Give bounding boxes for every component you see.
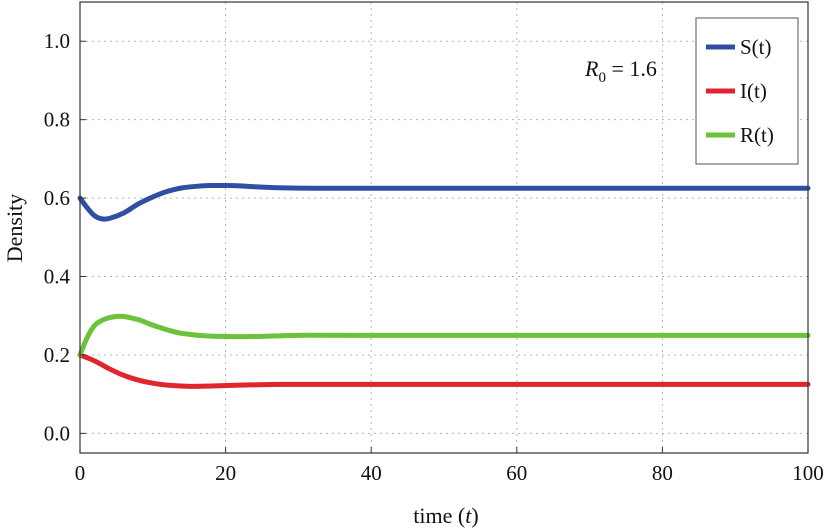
x-tick-label: 0	[75, 461, 86, 485]
series-layer	[77, 182, 811, 389]
x-tick-label: 20	[215, 461, 236, 485]
x-tick-label: 80	[652, 461, 673, 485]
y-tick-label: 0.4	[44, 265, 71, 289]
legend-label-s: S(t)	[740, 35, 772, 59]
y-tick-label: 1.0	[44, 29, 70, 53]
grid-layer	[80, 2, 808, 453]
r0-subscript: 0	[598, 70, 606, 86]
series-s-line	[77, 182, 811, 222]
y-tick-label: 0.6	[44, 186, 70, 210]
x-axis-label: time (t)	[413, 503, 478, 528]
x-axis-label-var: t	[465, 503, 472, 528]
r0-symbol: R	[584, 56, 599, 81]
y-axis-label: Density	[2, 194, 27, 262]
plot-frame	[79, 1, 809, 454]
series-i-line	[77, 352, 811, 389]
x-tick-label: 40	[361, 461, 382, 485]
y-tick-label: 0.2	[44, 343, 70, 367]
r0-annotation: R0 = 1.6	[584, 56, 657, 86]
legend-label-r: R(t)	[740, 123, 774, 147]
r0-value: = 1.6	[606, 56, 657, 81]
x-tick-label: 100	[792, 461, 824, 485]
x-axis-label-main: time	[413, 503, 452, 528]
legend: S(t) I(t) R(t)	[695, 17, 799, 165]
y-tick-label: 0.8	[44, 108, 70, 132]
series-r-line	[77, 313, 811, 358]
legend-label-i: I(t)	[740, 79, 767, 103]
tick-layer: 0 20 40 60 80 100 0.0 0.2 0.4 0.6 0.8 1.0	[44, 29, 824, 485]
y-tick-label: 0.0	[44, 421, 70, 445]
x-tick-label: 60	[506, 461, 527, 485]
